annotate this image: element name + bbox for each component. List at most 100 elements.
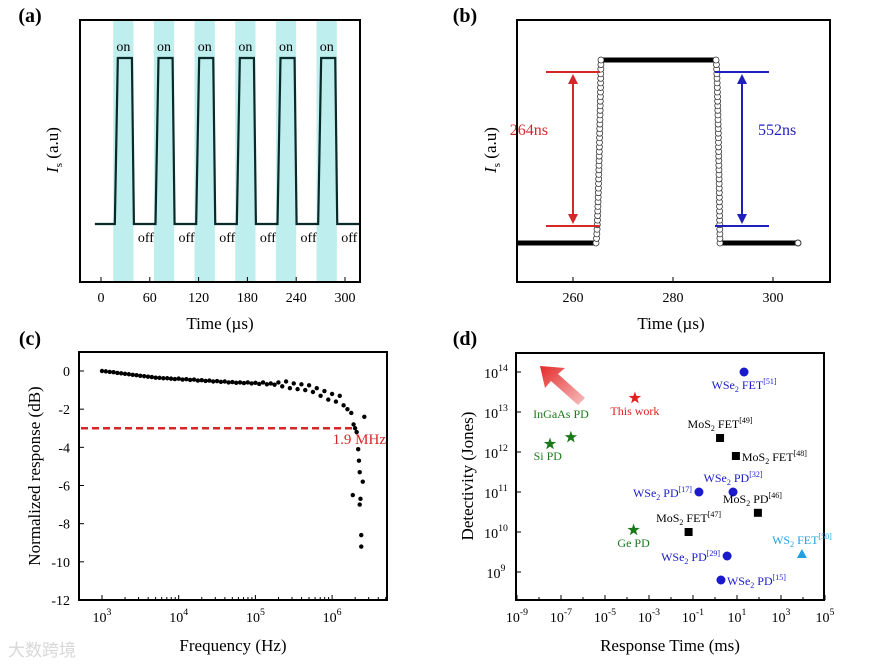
better-direction-arrow-icon — [540, 366, 585, 405]
y-axis-label: Normalized response (dB) — [25, 386, 44, 565]
off-label: off — [341, 231, 357, 246]
x-tick-label: 103 — [93, 607, 112, 626]
x-tick-label: 10-1 — [682, 607, 704, 626]
y-tick-label: -6 — [58, 480, 70, 495]
off-label: off — [179, 231, 195, 246]
data-point — [355, 447, 361, 452]
data-point — [253, 380, 258, 386]
data-point — [188, 377, 193, 383]
on-label: on — [157, 40, 171, 55]
data-point — [111, 369, 116, 375]
data-point — [157, 375, 162, 381]
data-point — [168, 376, 174, 381]
y-tick-label: 1010 — [484, 523, 508, 542]
star-marker — [543, 437, 557, 450]
data-point — [322, 388, 327, 394]
x-tick-label: 105 — [816, 607, 835, 626]
point-label: WSe2 PD[29] — [661, 549, 720, 566]
data-point — [359, 532, 364, 538]
y-axis-label: Is (a.u) — [481, 127, 503, 174]
rise-time-arrow-head — [568, 74, 578, 84]
data-point — [257, 381, 262, 387]
on-label: on — [279, 40, 293, 55]
point-label: Si PD — [534, 449, 563, 463]
data-point — [264, 382, 270, 387]
data-point — [141, 373, 147, 379]
data-point — [276, 380, 281, 385]
point-label: WS2 FET[50] — [772, 532, 832, 549]
y-tick-label: 109 — [487, 563, 506, 582]
x-axis-label: Frequency (Hz) — [179, 636, 286, 655]
x-tick-label: 101 — [728, 607, 747, 626]
point-label: This work — [610, 404, 659, 418]
data-point — [260, 380, 266, 385]
star-marker — [627, 523, 640, 536]
fall-time-arrow-head — [737, 74, 747, 84]
data-point — [349, 410, 354, 416]
off-label: off — [219, 231, 235, 246]
data-point — [103, 369, 109, 374]
x-tick-label: 280 — [663, 291, 684, 306]
on-label: on — [320, 40, 334, 55]
on-label: on — [238, 40, 252, 55]
data-point — [357, 469, 362, 475]
signal-trace — [94, 56, 360, 226]
point-label: WSe2 PD[32] — [704, 470, 763, 487]
y-axis-label: Is (a.u) — [43, 127, 65, 174]
x-tick-label: 10-3 — [638, 607, 660, 626]
off-label: off — [301, 231, 317, 246]
data-point — [283, 379, 289, 384]
plot-frame-a — [79, 19, 361, 283]
y-tick-label: -8 — [58, 518, 70, 533]
rise-data-point — [597, 56, 605, 64]
data-point — [329, 391, 335, 397]
y-tick-label: -4 — [58, 441, 70, 456]
circle-marker — [716, 575, 726, 585]
x-tick-label: 10-7 — [550, 607, 572, 626]
data-point — [107, 369, 112, 375]
x-tick-label: 300 — [335, 291, 356, 306]
circle-marker — [722, 551, 732, 561]
fall-time-arrow-head — [737, 214, 747, 224]
y-tick-label: 0 — [63, 365, 70, 380]
rise-time-label: 264ns — [510, 122, 548, 139]
data-point — [222, 379, 227, 384]
data-point — [362, 414, 367, 419]
data-point — [161, 376, 166, 381]
x-tick-label: 10-5 — [594, 607, 616, 626]
data-point — [164, 376, 170, 381]
data-point — [207, 378, 212, 383]
point-label: MoS2 FET[48] — [742, 449, 807, 466]
data-point — [226, 380, 231, 385]
data-point — [350, 492, 356, 498]
panel-label-c: (c) — [19, 328, 41, 350]
on-label: on — [116, 40, 130, 55]
data-point — [230, 379, 235, 385]
data-point — [268, 381, 273, 386]
x-tick-label: 106 — [323, 607, 342, 626]
y-axis-label: Detectivity (Jones) — [458, 412, 477, 541]
panel-label-a: (a) — [18, 5, 41, 27]
data-point — [291, 381, 296, 386]
plot-frame-d — [515, 352, 825, 601]
data-point — [341, 403, 346, 408]
y-tick-label: -2 — [58, 403, 70, 418]
star-marker — [628, 391, 642, 404]
y-tick-label: 1014 — [484, 363, 508, 382]
y-tick-label: 1011 — [484, 483, 508, 502]
x-tick-label: 120 — [188, 291, 209, 306]
data-point — [333, 399, 339, 404]
star-marker — [564, 430, 578, 443]
data-point — [176, 376, 181, 381]
cutoff-label: 1.9 MHz — [333, 432, 387, 448]
point-label: MoS2 FET[47] — [656, 510, 721, 527]
fall-data-point — [712, 56, 720, 64]
data-point — [249, 381, 254, 386]
data-point — [138, 373, 143, 378]
data-point — [214, 378, 220, 384]
y-tick-label: 1013 — [484, 403, 508, 422]
data-point — [360, 479, 365, 484]
point-label: Ge PD — [617, 536, 650, 550]
